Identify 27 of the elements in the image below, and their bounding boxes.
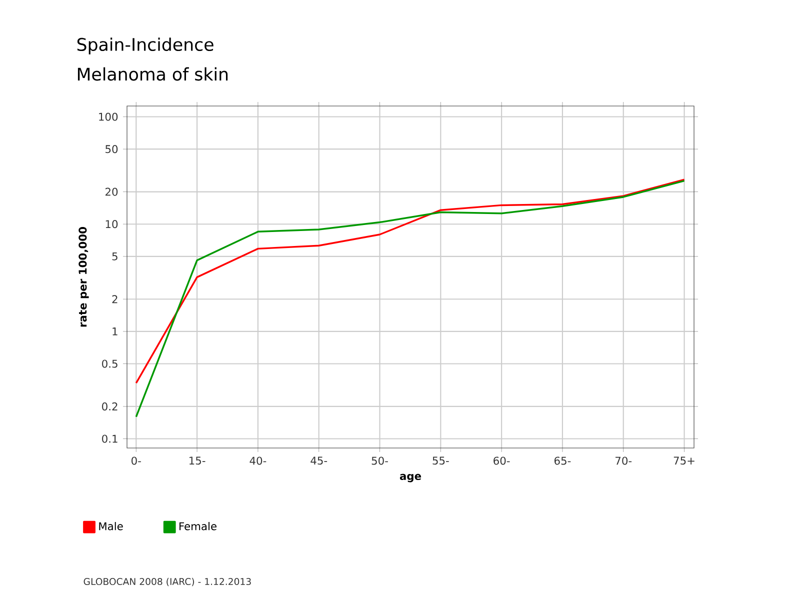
- y-tick-label: 2: [112, 295, 118, 304]
- x-tick-label: 40-: [250, 456, 266, 465]
- y-tick-label: 100: [99, 112, 118, 121]
- x-tick-label: 60-: [494, 456, 510, 465]
- y-tick-label: 50: [106, 145, 118, 154]
- y-tick-label: 10: [106, 220, 118, 228]
- y-axis-title: rate per 100,000: [78, 227, 89, 327]
- x-tick-label: 45-: [310, 456, 328, 465]
- legend-label: Female: [180, 522, 216, 530]
- text: GLOBOCAN 2008 (IARC) - 1.12.2013: [84, 578, 251, 586]
- chart-title: Spain-Incidence: [77, 38, 214, 54]
- legend-label: Male: [99, 522, 123, 530]
- x-tick-label: 70-: [616, 456, 632, 465]
- y-tick-label: 0.2: [102, 402, 118, 410]
- x-tick-label: 0-: [132, 456, 141, 465]
- y-tick-label: 0.5: [102, 360, 118, 368]
- x-tick-label: 75+: [674, 456, 694, 465]
- y-tick-label: 20: [105, 188, 118, 196]
- y-tick-label: 1: [112, 328, 118, 336]
- x-tick-label: 50-: [372, 456, 388, 465]
- chart-subtitle: Melanoma of skin: [78, 67, 228, 81]
- x-tick-label: 55-: [432, 456, 449, 465]
- x-tick-label: 65-: [554, 456, 571, 465]
- x-tick-label: 15-: [190, 456, 206, 465]
- y-tick-label: 0.1: [102, 434, 118, 443]
- x-axis-title: age: [400, 474, 422, 482]
- y-tick-label: 5: [112, 252, 118, 260]
